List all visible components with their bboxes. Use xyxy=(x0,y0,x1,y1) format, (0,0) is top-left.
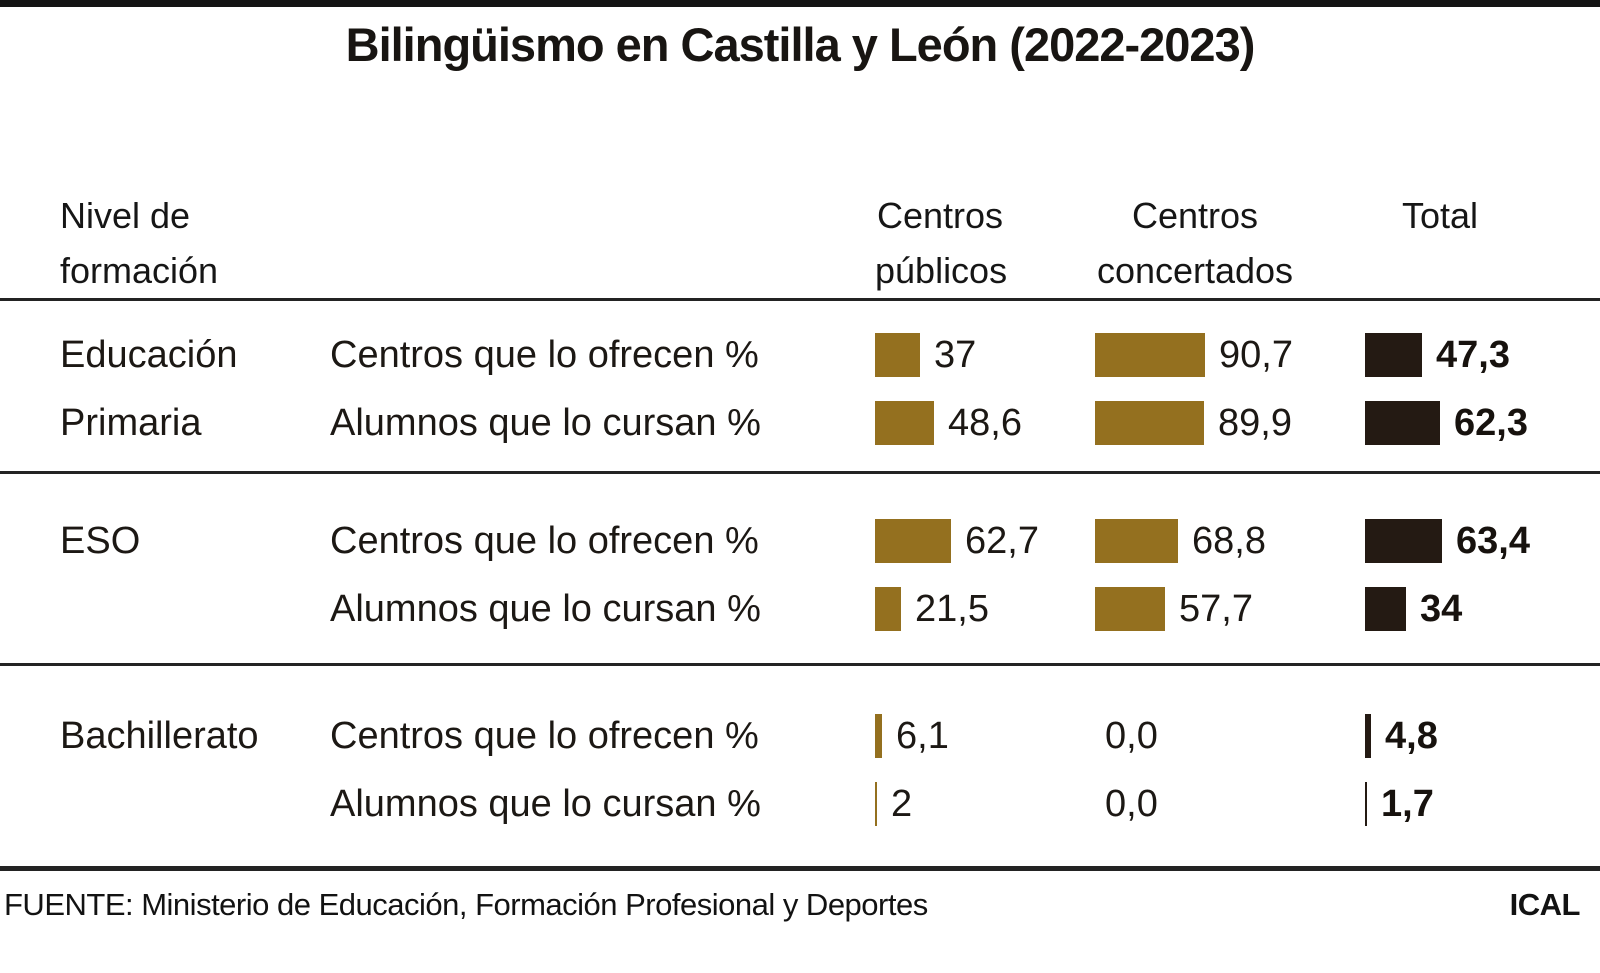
value-publicos: 37 xyxy=(934,333,977,376)
value-total: 62,3 xyxy=(1454,401,1528,444)
credit-text: ICAL xyxy=(1509,887,1581,922)
value-total: 63,4 xyxy=(1456,519,1530,562)
level-label: Educación xyxy=(60,333,238,376)
bar-publicos xyxy=(875,714,882,758)
bar-cell-publicos: 6,1 xyxy=(875,702,1095,770)
header-level-line1: Nivel de xyxy=(60,195,191,236)
bar-cell-total: 1,7 xyxy=(1365,770,1600,838)
bar-total xyxy=(1365,519,1442,563)
value-publicos: 62,7 xyxy=(965,519,1039,562)
bar-total xyxy=(1365,587,1406,631)
row-label: Centros que lo ofrecen % xyxy=(330,519,759,562)
bar-publicos xyxy=(875,519,951,563)
bar-publicos xyxy=(875,333,920,377)
bar-publicos xyxy=(875,401,934,445)
header-concertados-line2: concertados xyxy=(1096,250,1294,291)
row-label: Alumnos que lo cursan % xyxy=(330,587,761,630)
value-concertados: 0,0 xyxy=(1105,714,1158,757)
value-publicos: 21,5 xyxy=(915,587,989,630)
bar-cell-concertados: 0,0 xyxy=(1095,770,1365,838)
value-total: 34 xyxy=(1420,587,1463,630)
bar-concertados xyxy=(1095,587,1165,631)
level-label: ESO xyxy=(60,519,141,562)
table-header: Nivel de formación Centros públicos Cent… xyxy=(0,188,1600,298)
row-label: Centros que lo ofrecen % xyxy=(330,714,759,757)
group-educacion-primaria: Educación Centros que lo ofrecen % 37 90… xyxy=(0,301,1600,471)
row-label: Centros que lo ofrecen % xyxy=(330,333,759,376)
value-total: 4,8 xyxy=(1385,714,1438,757)
header-level-line2: formación xyxy=(60,250,219,291)
value-publicos: 48,6 xyxy=(948,401,1022,444)
bar-total xyxy=(1365,333,1422,377)
page-title: Bilingüismo en Castilla y León (2022-202… xyxy=(345,18,1256,71)
value-total: 1,7 xyxy=(1381,782,1434,825)
bar-cell-publicos: 48,6 xyxy=(875,389,1095,457)
value-concertados: 57,7 xyxy=(1179,587,1253,630)
value-concertados: 0,0 xyxy=(1105,782,1158,825)
bar-cell-concertados: 68,8 xyxy=(1095,507,1365,575)
bar-total xyxy=(1365,714,1371,758)
top-black-bar xyxy=(0,0,1600,7)
header-publicos-line2: públicos xyxy=(875,250,1008,291)
bar-cell-publicos: 62,7 xyxy=(875,507,1095,575)
bar-cell-concertados: 0,0 xyxy=(1095,702,1365,770)
level-label: Primaria xyxy=(60,401,202,444)
row-label: Alumnos que lo cursan % xyxy=(330,401,761,444)
bar-cell-total: 34 xyxy=(1365,575,1600,643)
group-eso: ESO Centros que lo ofrecen % 62,7 68,8 6… xyxy=(0,474,1600,663)
bar-publicos xyxy=(875,782,877,826)
bar-concertados xyxy=(1095,401,1204,445)
group-bachillerato: Bachillerato Centros que lo ofrecen % 6,… xyxy=(0,666,1600,866)
bar-concertados xyxy=(1095,333,1205,377)
footer: FUENTE: Ministerio de Educación, Formaci… xyxy=(0,871,1600,923)
separator-line xyxy=(0,663,1600,666)
bar-cell-total: 4,8 xyxy=(1365,702,1600,770)
footer-rule xyxy=(0,866,1600,871)
bar-cell-concertados: 90,7 xyxy=(1095,321,1365,389)
header-total-label: Total xyxy=(1401,195,1479,236)
header-publicos-line1: Centros xyxy=(876,195,1004,236)
bar-cell-publicos: 37 xyxy=(875,321,1095,389)
value-concertados: 68,8 xyxy=(1192,519,1266,562)
header-spacer xyxy=(330,188,875,298)
value-concertados: 89,9 xyxy=(1218,401,1292,444)
bar-total xyxy=(1365,401,1440,445)
bar-cell-publicos: 2 xyxy=(875,770,1095,838)
bar-cell-concertados: 89,9 xyxy=(1095,389,1365,457)
value-concertados: 90,7 xyxy=(1219,333,1293,376)
bar-cell-total: 47,3 xyxy=(1365,321,1600,389)
source-text: FUENTE: Ministerio de Educación, Formaci… xyxy=(4,887,928,922)
bar-publicos xyxy=(875,587,901,631)
value-publicos: 2 xyxy=(891,782,913,825)
level-label: Bachillerato xyxy=(60,714,259,757)
header-total: Total xyxy=(1365,188,1600,298)
header-concertados-line1: Centros xyxy=(1131,195,1259,236)
header-centros-publicos: Centros públicos xyxy=(875,188,1095,298)
bar-cell-concertados: 57,7 xyxy=(1095,575,1365,643)
value-total: 47,3 xyxy=(1436,333,1510,376)
bar-concertados xyxy=(1095,519,1178,563)
bar-cell-total: 62,3 xyxy=(1365,389,1600,457)
bar-cell-publicos: 21,5 xyxy=(875,575,1095,643)
bar-total xyxy=(1365,782,1367,826)
bar-cell-total: 63,4 xyxy=(1365,507,1600,575)
header-level: Nivel de formación xyxy=(60,188,330,298)
separator-line xyxy=(0,471,1600,474)
value-publicos: 6,1 xyxy=(896,714,949,757)
row-label: Alumnos que lo cursan % xyxy=(330,782,761,825)
separator-line xyxy=(0,298,1600,301)
header-centros-concertados: Centros concertados xyxy=(1095,188,1365,298)
